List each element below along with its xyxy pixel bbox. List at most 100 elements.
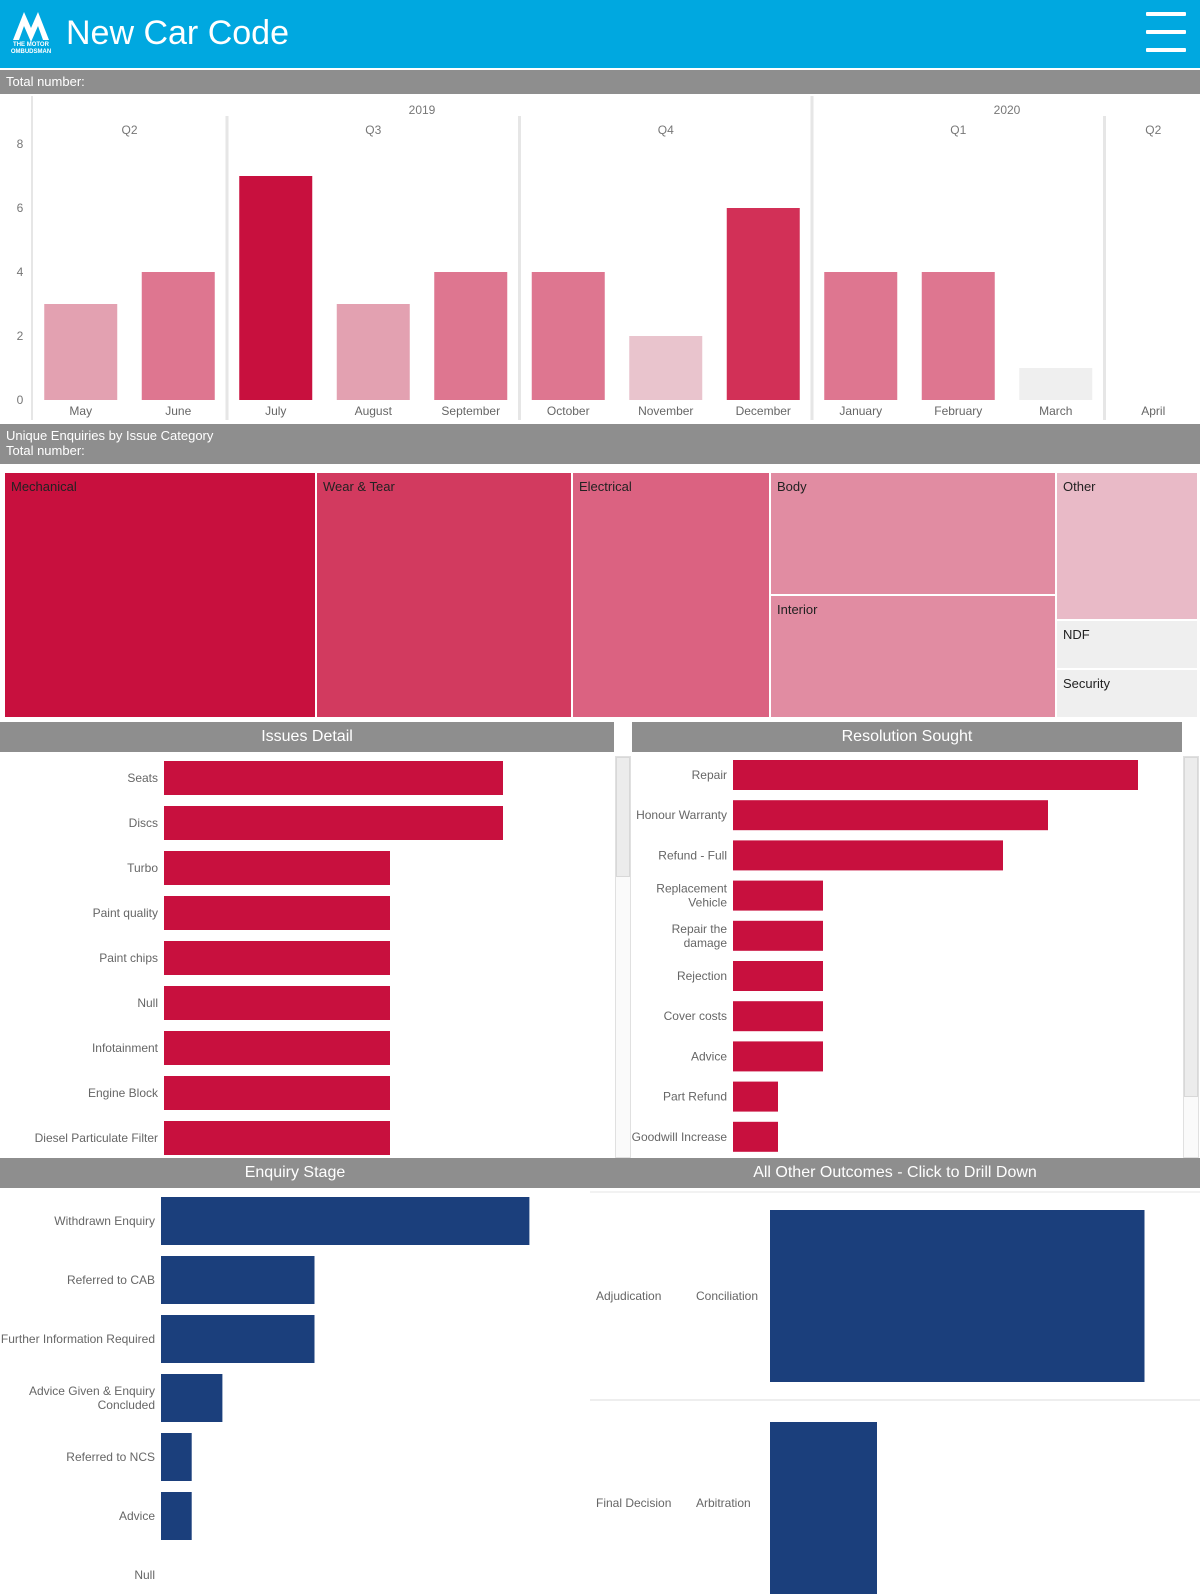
month-label: September [441, 404, 500, 418]
category-label: Advice [691, 1049, 727, 1063]
category-bar[interactable] [164, 986, 390, 1020]
resolution-sought-scroll-thumb[interactable] [1184, 757, 1198, 1097]
month-label: August [355, 404, 393, 418]
category-label: Infotainment [92, 1041, 159, 1055]
enquiry-stage-chart: Withdrawn Enquiry Referred to CAB Further … [1, 1197, 530, 1582]
category-label: Paint chips [99, 951, 158, 965]
month-label: January [839, 404, 882, 418]
category-label: Paint quality [93, 906, 158, 920]
monthly-chart-header: Total number: [0, 70, 1200, 94]
monthly-total-label: Total number: [6, 74, 85, 89]
treemap-cell-electrical[interactable]: Electrical [572, 472, 770, 718]
category-label: Repair the [672, 922, 728, 936]
month-bar[interactable] [434, 272, 508, 400]
y-tick-label: 4 [17, 265, 24, 279]
category-bar[interactable] [164, 806, 503, 840]
outcome-bar[interactable] [770, 1210, 1145, 1382]
treemap-cell-mechanical[interactable]: Mechanical [4, 472, 316, 718]
category-bar[interactable] [733, 1081, 778, 1112]
category-bar[interactable] [733, 760, 1138, 790]
month-bar[interactable] [336, 304, 410, 400]
category-label: Vehicle [688, 896, 727, 910]
treemap-header: Unique Enquiries by Issue Category Total… [0, 424, 1200, 464]
category-label: damage [684, 936, 728, 950]
month-bar[interactable] [726, 208, 800, 400]
category-bar[interactable] [164, 1031, 390, 1065]
category-bar[interactable] [164, 851, 390, 885]
issues-detail-chart: Seats Discs Turbo Paint quality Paint chips N… [35, 761, 503, 1155]
month-bar[interactable] [824, 272, 898, 400]
treemap-cell-wear-tear[interactable]: Wear & Tear [316, 472, 572, 718]
category-bar[interactable] [733, 840, 1003, 871]
category-bar[interactable] [161, 1433, 192, 1481]
quarter-label: Q1 [950, 123, 966, 137]
category-bar[interactable] [733, 800, 1048, 831]
category-label: Null [134, 1568, 155, 1582]
other-outcomes-title[interactable]: All Other Outcomes - Click to Drill Down [590, 1158, 1200, 1188]
category-bar[interactable] [161, 1315, 315, 1363]
month-bar[interactable] [1019, 368, 1093, 400]
monthly-bar-chart: 0 2 4 6 8 Q2 Q3 Q4 Q1 Q2 2019 2020 May June July August… [17, 96, 1165, 420]
resolution-sought-title: Resolution Sought [632, 722, 1182, 752]
category-bar[interactable] [733, 1041, 823, 1072]
treemap-cell-body[interactable]: Body [770, 472, 1056, 595]
category-bar[interactable] [733, 920, 823, 951]
y-tick-label: 6 [17, 201, 24, 215]
month-label: December [736, 404, 791, 418]
issues-detail-scroll-thumb[interactable] [616, 757, 630, 877]
category-bar[interactable] [164, 1076, 390, 1110]
category-bar[interactable] [161, 1492, 192, 1540]
issues-detail-scrollbar[interactable] [615, 756, 631, 1158]
category-label: Rejection [677, 969, 727, 983]
month-bar[interactable] [921, 272, 995, 400]
category-bar[interactable] [733, 961, 823, 991]
month-label: March [1039, 404, 1072, 418]
month-bar[interactable] [629, 336, 703, 400]
issue-category-treemap: Mechanical Wear & Tear Electrical Body Inter… [4, 472, 1198, 718]
category-bar[interactable] [164, 761, 503, 795]
category-label: Repair [692, 768, 727, 782]
category-label: Diesel Particulate Filter [35, 1131, 158, 1145]
category-bar[interactable] [164, 896, 390, 930]
category-label: Honour Warranty [636, 808, 727, 822]
hamburger-menu-icon[interactable] [1144, 8, 1188, 56]
category-bar[interactable] [164, 1121, 390, 1155]
month-bar[interactable] [141, 272, 215, 400]
category-label: Referred to CAB [67, 1273, 155, 1287]
outcome-category-label: Conciliation [696, 1289, 758, 1303]
treemap-cell-other[interactable]: Other [1056, 472, 1198, 620]
quarter-label: Q2 [121, 123, 137, 137]
category-label: Null [137, 996, 158, 1010]
category-label: Engine Block [88, 1086, 159, 1100]
treemap-cell-ndf[interactable]: NDF [1056, 620, 1198, 669]
category-bar[interactable] [733, 880, 823, 911]
category-bar[interactable] [161, 1256, 315, 1304]
category-bar[interactable] [733, 1121, 778, 1152]
y-tick-label: 8 [17, 137, 24, 151]
category-label: Withdrawn Enquiry [54, 1214, 155, 1228]
year-label: 2020 [994, 103, 1021, 117]
motor-ombudsman-logo [13, 12, 49, 42]
category-bar[interactable] [733, 1001, 823, 1032]
treemap-cell-security[interactable]: Security [1056, 669, 1198, 718]
treemap-total-label: Total number: [6, 443, 85, 458]
month-label: February [934, 404, 982, 418]
category-bar[interactable] [164, 941, 390, 975]
category-label: Refund - Full [658, 848, 727, 862]
category-bar[interactable] [161, 1197, 530, 1245]
other-outcomes-chart[interactable]: Adjudication Conciliation Final Decision Ar… [590, 1188, 1200, 1596]
category-bar[interactable] [161, 1374, 223, 1422]
resolution-sought-scrollbar[interactable] [1183, 756, 1199, 1158]
month-bar[interactable] [44, 304, 118, 400]
month-bar[interactable] [531, 272, 605, 400]
quarter-label: Q2 [1145, 123, 1161, 137]
month-label: April [1141, 404, 1165, 418]
treemap-cell-interior[interactable]: Interior [770, 595, 1056, 718]
category-label: Advice Given & Enquiry [29, 1384, 155, 1398]
month-bar[interactable] [239, 176, 313, 400]
outcome-bar[interactable] [770, 1422, 877, 1594]
issues-detail-title: Issues Detail [0, 722, 614, 752]
month-label: July [265, 404, 286, 418]
month-label: October [547, 404, 590, 418]
category-label: Turbo [127, 861, 158, 875]
